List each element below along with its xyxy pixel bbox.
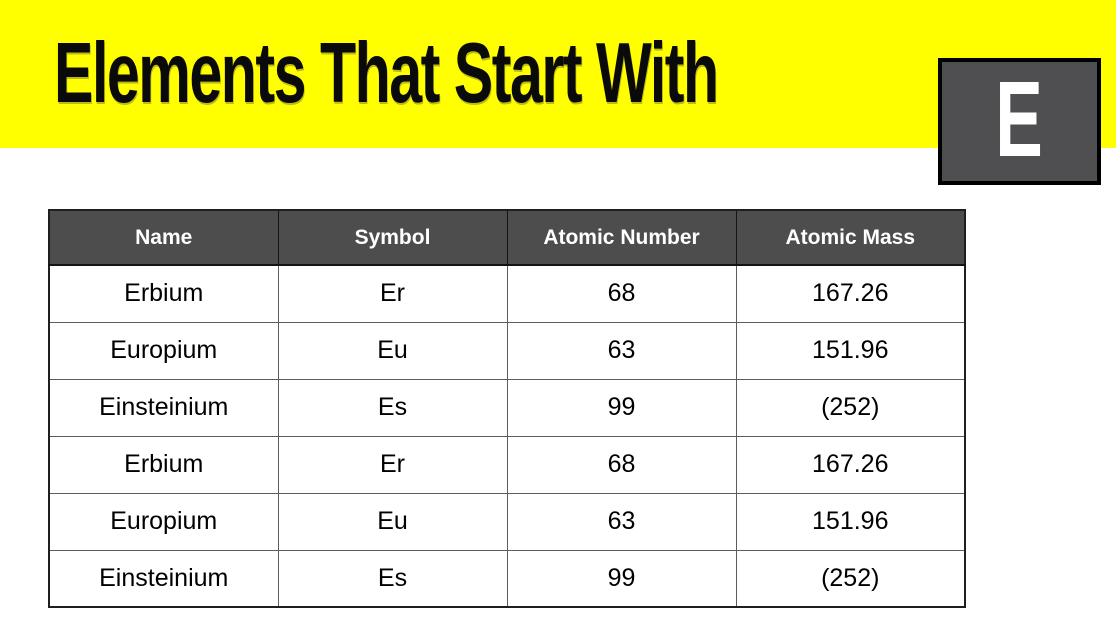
column-header-name: Name: [48, 209, 279, 266]
table-body: Erbium Er 68 167.26 Europium Eu 63 151.9…: [48, 264, 966, 608]
cell-name: Einsteinium: [48, 549, 279, 608]
cell-name: Einsteinium: [48, 378, 279, 437]
cell-symbol: Eu: [277, 492, 508, 551]
cell-atomic-mass: (252): [735, 378, 966, 437]
cell-symbol: Er: [277, 435, 508, 494]
letter-badge: E: [938, 58, 1101, 185]
cell-symbol: Er: [277, 264, 508, 323]
column-header-atomic-number: Atomic Number: [506, 209, 737, 266]
table-row: Einsteinium Es 99 (252): [48, 549, 966, 608]
cell-atomic-mass: 151.96: [735, 492, 966, 551]
cell-atomic-mass: 151.96: [735, 321, 966, 380]
cell-name: Europium: [48, 492, 279, 551]
table-row: Erbium Er 68 167.26: [48, 435, 966, 494]
cell-atomic-number: 63: [506, 492, 737, 551]
elements-table: Name Symbol Atomic Number Atomic Mass Er…: [48, 209, 966, 608]
page-title: Elements That Start With: [54, 26, 719, 121]
cell-symbol: Eu: [277, 321, 508, 380]
title-banner: Elements That Start With: [0, 0, 1116, 148]
cell-atomic-mass: 167.26: [735, 435, 966, 494]
cell-atomic-number: 63: [506, 321, 737, 380]
cell-atomic-number: 99: [506, 549, 737, 608]
elements-table-container: Name Symbol Atomic Number Atomic Mass Er…: [48, 209, 966, 608]
table-row: Europium Eu 63 151.96: [48, 321, 966, 380]
cell-name: Erbium: [48, 435, 279, 494]
cell-name: Europium: [48, 321, 279, 380]
column-header-symbol: Symbol: [277, 209, 508, 266]
cell-name: Erbium: [48, 264, 279, 323]
table-row: Erbium Er 68 167.26: [48, 264, 966, 323]
cell-atomic-number: 99: [506, 378, 737, 437]
column-header-atomic-mass: Atomic Mass: [735, 209, 966, 266]
cell-symbol: Es: [277, 378, 508, 437]
letter-badge-text: E: [995, 57, 1044, 179]
cell-atomic-number: 68: [506, 435, 737, 494]
table-header: Name Symbol Atomic Number Atomic Mass: [48, 209, 966, 266]
cell-symbol: Es: [277, 549, 508, 608]
table-header-row: Name Symbol Atomic Number Atomic Mass: [48, 209, 966, 266]
table-row: Einsteinium Es 99 (252): [48, 378, 966, 437]
table-row: Europium Eu 63 151.96: [48, 492, 966, 551]
cell-atomic-mass: (252): [735, 549, 966, 608]
cell-atomic-mass: 167.26: [735, 264, 966, 323]
cell-atomic-number: 68: [506, 264, 737, 323]
